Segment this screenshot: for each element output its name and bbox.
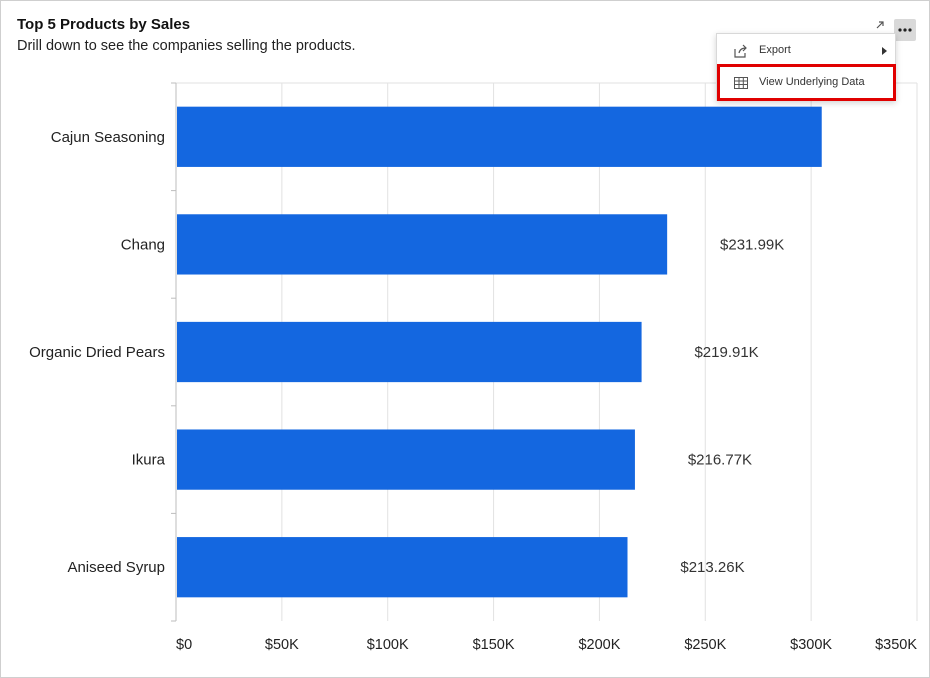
data-label: $231.99K (720, 236, 784, 253)
menu-item-label: Export (759, 44, 791, 56)
menu-item-label: View Underlying Data (759, 76, 865, 88)
export-icon (733, 43, 749, 59)
category-label: Organic Dried Pears (29, 344, 165, 361)
category-label: Chang (121, 236, 165, 253)
x-tick-label: $50K (265, 637, 299, 653)
menu-item-export[interactable]: Export (717, 36, 895, 66)
category-label: Aniseed Syrup (67, 559, 165, 576)
x-tick-label: $300K (790, 637, 832, 653)
widget-subtitle: Drill down to see the companies selling … (17, 38, 356, 54)
submenu-arrow-icon (882, 47, 887, 55)
x-tick-label: $350K (875, 637, 917, 653)
x-tick-label: $100K (367, 637, 409, 653)
category-label: Cajun Seasoning (51, 129, 165, 146)
context-menu: Export View Underlying Data (716, 33, 896, 101)
menu-item-view-underlying-data[interactable]: View Underlying Data (717, 68, 895, 98)
x-tick-label: $200K (578, 637, 620, 653)
x-tick-label: $0 (176, 637, 192, 653)
bar (177, 106, 822, 167)
table-icon (733, 75, 749, 91)
bar (177, 321, 642, 383)
more-options-button[interactable] (894, 19, 916, 41)
bar (177, 429, 635, 490)
category-label: Ikura (132, 452, 166, 469)
x-tick-label: $250K (684, 637, 726, 653)
x-tick-label: $150K (473, 637, 515, 653)
bar (177, 214, 668, 275)
data-label: $219.91K (694, 344, 758, 361)
bar (177, 537, 628, 598)
more-options-icon (898, 28, 912, 32)
data-label: $213.26K (680, 559, 744, 576)
widget-title: Top 5 Products by Sales (17, 16, 191, 33)
data-label: $216.77K (688, 452, 752, 469)
expand-arrow-icon[interactable] (873, 18, 887, 32)
